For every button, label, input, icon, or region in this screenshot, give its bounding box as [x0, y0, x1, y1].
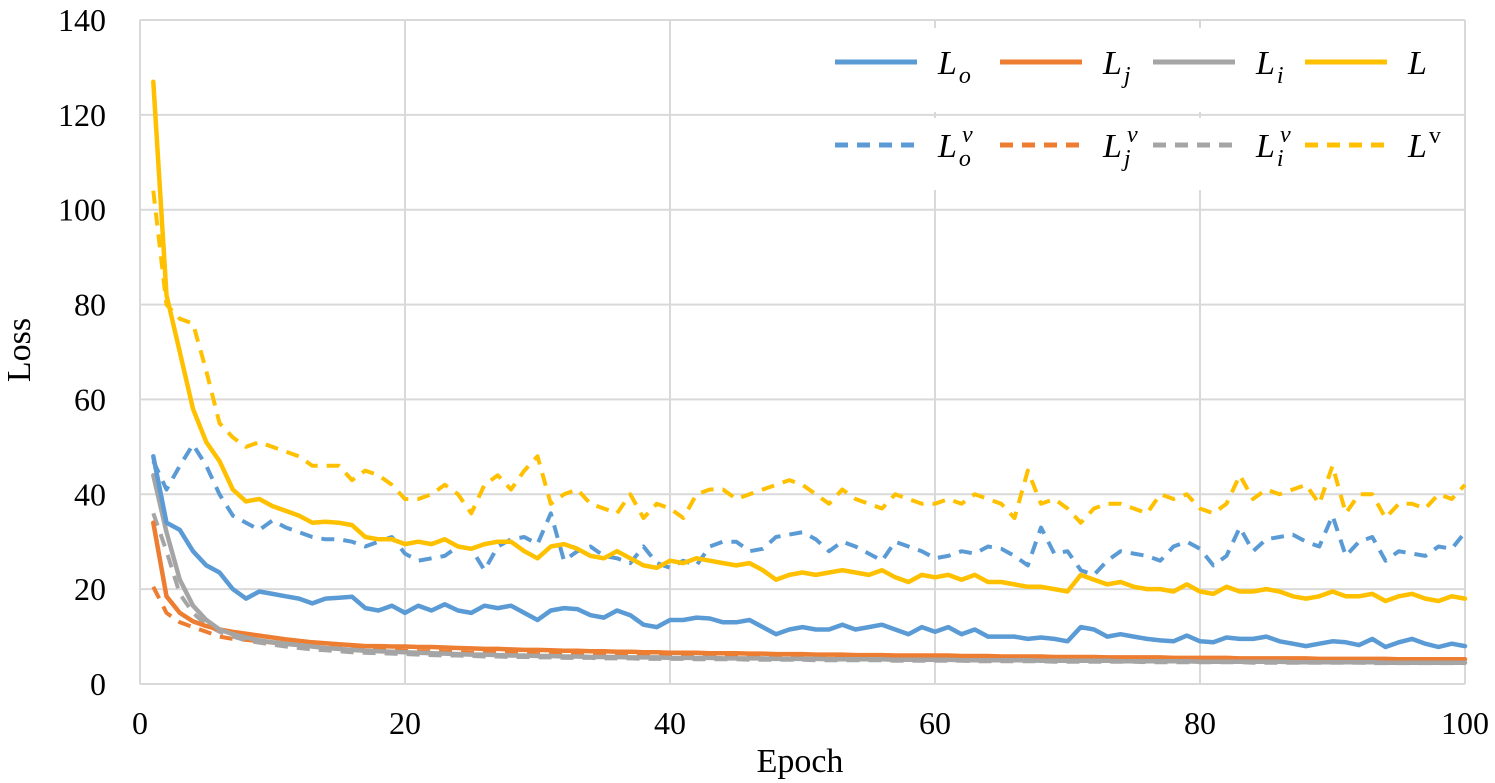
- legend-label: L: [1407, 45, 1427, 82]
- y-tick-label: 40: [74, 476, 106, 512]
- y-tick-label: 80: [74, 287, 106, 323]
- y-tick-label: 120: [58, 97, 106, 133]
- legend-background-row2: [820, 118, 1460, 190]
- legend-background-row1: [820, 28, 1460, 112]
- legend-label: Ljv: [1102, 122, 1138, 172]
- x-tick-label: 0: [132, 705, 148, 741]
- legend-label: Lov: [937, 122, 973, 172]
- x-tick-label: 100: [1441, 705, 1489, 741]
- y-axis-title: Loss: [1, 318, 38, 382]
- x-tick-label: 40: [654, 705, 686, 741]
- x-axis-title: Epoch: [757, 743, 844, 780]
- x-tick-label: 60: [919, 705, 951, 741]
- legend-label: Lv: [1407, 123, 1441, 165]
- legend-label: Liv: [1255, 122, 1291, 172]
- series-line-l-j: [151, 520, 1468, 662]
- legend-label: Lj: [1102, 45, 1131, 89]
- y-tick-label: 60: [74, 381, 106, 417]
- series-lines: [151, 79, 1468, 666]
- y-tick-label: 0: [90, 666, 106, 702]
- y-tick-label: 20: [74, 571, 106, 607]
- series-line-l-o-v: [151, 442, 1467, 577]
- series-line-l: [151, 79, 1468, 604]
- y-tick-label: 140: [58, 2, 106, 38]
- legend: Lo Lj Li L Lov Ljv Liv Lv: [820, 28, 1460, 190]
- legend-label: Li: [1255, 45, 1284, 89]
- x-tick-label: 80: [1184, 705, 1216, 741]
- tick-labels: 0 20 40 60 80 100 120 140 0 20 40 60 80 100: [58, 2, 1489, 741]
- legend-label: Lo: [937, 45, 971, 89]
- series-line-l-v: [151, 190, 1467, 525]
- series-line-l-o: [151, 454, 1468, 650]
- x-tick-label: 20: [389, 705, 421, 741]
- series-line-l-i: [151, 473, 1468, 665]
- y-tick-label: 100: [58, 192, 106, 228]
